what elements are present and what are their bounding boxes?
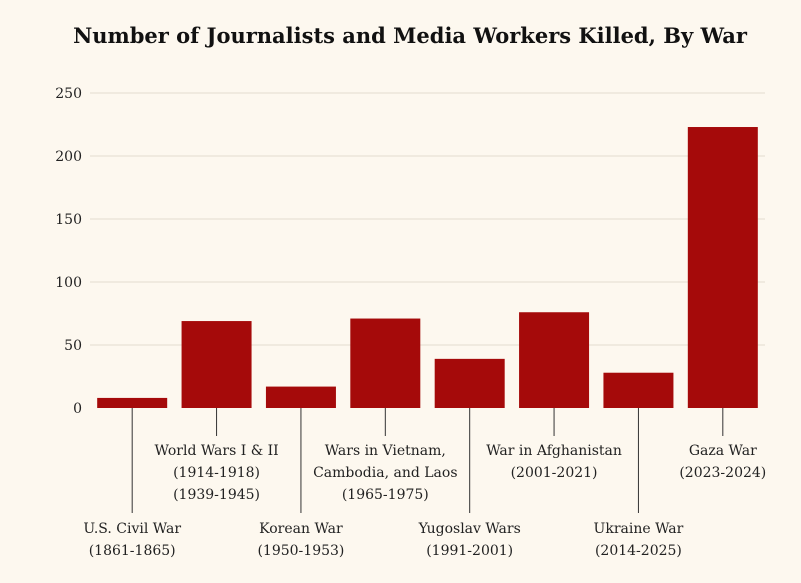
- category-label-line: World Wars I & II: [154, 443, 278, 459]
- y-tick-label: 0: [73, 401, 82, 417]
- bar: [265, 386, 336, 408]
- category-label-line: Yugoslav Wars: [418, 521, 521, 537]
- bar: [350, 318, 421, 408]
- category-label: World Wars I & II (1914-1918) (1939-1945): [154, 443, 278, 503]
- grid-layer: 0 50 100 150 200 250: [55, 86, 765, 417]
- bar: [519, 312, 590, 408]
- chart-title: Number of Journalists and Media Workers …: [73, 23, 748, 48]
- category-label-line: Ukraine War: [594, 521, 684, 537]
- bar: [434, 358, 505, 408]
- y-tick-label: 200: [55, 149, 82, 165]
- category-label-line: Korean War: [259, 521, 343, 537]
- category-label-line: (1939-1945): [173, 487, 260, 503]
- category-label: Yugoslav Wars (1991-2001): [418, 521, 521, 559]
- y-tick-label: 50: [64, 338, 82, 354]
- bar: [687, 127, 758, 409]
- bars-layer: [97, 127, 758, 409]
- category-label: Gaza War (2023-2024): [679, 443, 766, 481]
- y-tick-label: 100: [55, 275, 82, 291]
- category-label-line: (1965-1975): [342, 487, 429, 503]
- category-label-line: (2023-2024): [679, 465, 766, 481]
- category-label-line: (2001-2021): [511, 465, 598, 481]
- category-labels: U.S. Civil War (1861-1865) World Wars I & …: [83, 408, 766, 559]
- category-label: Korean War (1950-1953): [257, 521, 344, 559]
- category-label: U.S. Civil War (1861-1865): [83, 521, 181, 559]
- category-label: Wars in Vietnam, Cambodia, and Laos (1965-…: [313, 443, 457, 503]
- category-label-line: (1950-1953): [257, 543, 344, 559]
- category-label-line: (1914-1918): [173, 465, 260, 481]
- category-label-line: (2014-2025): [595, 543, 682, 559]
- y-tick-label: 150: [55, 212, 82, 228]
- category-label-line: Gaza War: [689, 443, 757, 459]
- category-label-line: (1861-1865): [89, 543, 176, 559]
- bar: [97, 397, 168, 408]
- category-label: Ukraine War (2014-2025): [594, 521, 684, 559]
- category-label-line: Wars in Vietnam,: [325, 443, 446, 459]
- bar: [603, 372, 674, 408]
- category-label-line: Cambodia, and Laos: [313, 465, 457, 481]
- bar: [181, 321, 252, 408]
- category-label-line: (1991-2001): [426, 543, 513, 559]
- category-label: War in Afghanistan (2001-2021): [486, 443, 622, 481]
- category-label-line: U.S. Civil War: [83, 521, 181, 537]
- y-tick-label: 250: [55, 86, 82, 102]
- category-label-line: War in Afghanistan: [486, 443, 622, 459]
